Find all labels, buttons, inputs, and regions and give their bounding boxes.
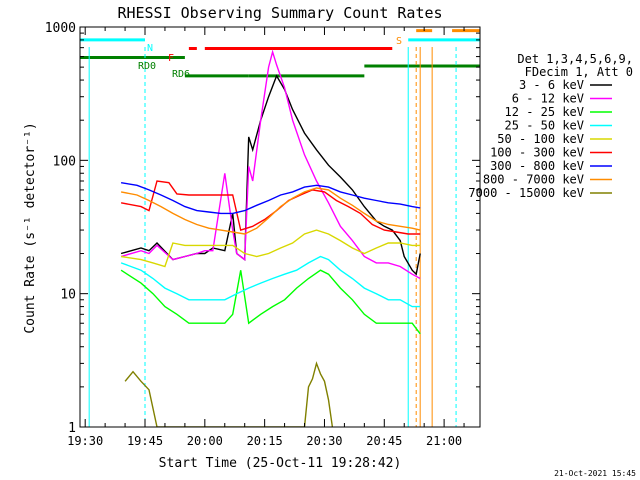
x-tick-label-0: 19:30 (67, 434, 103, 448)
y-tick-label-1: 10 (60, 288, 76, 303)
legend-label-1: 6 - 12 keV (512, 92, 584, 106)
x-tick-label-6: 21:00 (426, 434, 462, 448)
series-line-4 (120, 229, 421, 268)
x-tick-label-4: 20:30 (306, 434, 342, 448)
legend-label-2: 12 - 25 keV (505, 105, 584, 119)
y-axis-label: Count Rate (s⁻¹ detector⁻¹) (23, 122, 38, 333)
series-line-2 (120, 269, 421, 335)
y-tick-label-0: 1 (68, 421, 76, 436)
series-line-7 (120, 187, 421, 235)
series-line-8 (124, 361, 334, 427)
series-line-1 (120, 49, 421, 280)
annotation-n: N (147, 43, 153, 54)
annotation-f: F (168, 53, 174, 64)
plot-frame (79, 26, 481, 428)
y-tick-label-2: 100 (53, 154, 76, 169)
x-tick-label-2: 20:00 (187, 434, 223, 448)
legend-label-8: 7000 - 15000 keV (468, 186, 584, 200)
legend-label-0: 3 - 6 keV (519, 78, 584, 92)
legend-label-7: 800 - 7000 keV (483, 173, 584, 187)
x-tick-label-5: 20:45 (366, 434, 402, 448)
legend-label-3: 25 - 50 keV (505, 119, 584, 133)
y-tick-label-3: 1000 (45, 21, 76, 36)
timestamp-label: 21-Oct-2021 15:45 (554, 469, 636, 478)
legend-label-6: 300 - 800 keV (490, 159, 584, 173)
legend-header-1: FDecim 1, Att 0 (525, 65, 633, 79)
x-tick-label-3: 20:15 (247, 434, 283, 448)
series-line-6 (120, 182, 421, 215)
annotation-rd6: RD6 (172, 69, 190, 80)
x-tick-label-1: 19:45 (127, 434, 163, 448)
legend-label-4: 50 - 100 keV (497, 132, 584, 146)
legend-label-5: 100 - 300 keV (490, 146, 584, 160)
series-line-5 (120, 180, 421, 235)
annotation-rd0: RD0 (138, 61, 156, 72)
annotation-s: S (396, 36, 402, 47)
chart-title: RHESSI Observing Summary Count Rates (117, 4, 442, 22)
series-line-3 (120, 255, 421, 308)
legend-header-0: Det 1,3,4,5,6,9, (517, 52, 633, 66)
x-axis-label: Start Time (25-Oct-11 19:28:42) (159, 456, 402, 471)
